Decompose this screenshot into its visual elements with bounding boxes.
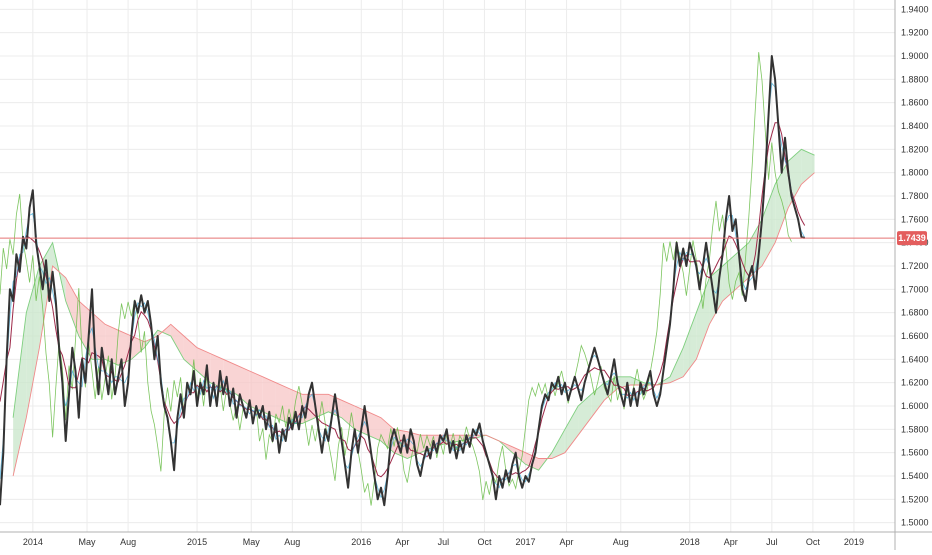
cloud-segment-bullish [670,347,684,383]
x-tick-label: 2019 [844,537,864,547]
x-tick-label: 2016 [351,537,371,547]
cloud-segment-bullish [26,266,40,418]
y-tick-label: 1.6400 [901,354,929,364]
cloud-segment-bearish [262,376,276,418]
y-tick-label: 1.6800 [901,308,929,318]
x-tick-label: Jul [766,537,778,547]
cloud-segment-bearish [315,394,329,418]
y-tick-label: 1.8600 [901,98,929,108]
x-tick-label: Aug [284,537,300,547]
y-tick-label: 1.7600 [901,214,929,224]
x-tick-label: Apr [395,537,409,547]
y-tick-label: 1.5800 [901,424,929,434]
y-tick-label: 1.6600 [901,331,929,341]
x-tick-label: May [79,537,97,547]
y-tick-label: 1.7800 [901,191,929,201]
x-tick-label: Oct [477,537,492,547]
cloud-segment-bullish [578,394,592,436]
y-tick-label: 1.7000 [901,284,929,294]
cloud-segment-bullish [591,382,605,418]
cloud-segment-bearish [249,371,263,412]
cloud-span-a-line [12,148,815,471]
x-tick-label: 2018 [680,537,700,547]
cloud-segment-bullish [696,277,710,360]
y-tick-label: 1.5600 [901,448,929,458]
y-tick-label: 1.9000 [901,51,929,61]
cloud-segment-bearish [105,324,119,366]
cloud-segment-bearish [118,330,132,366]
x-tick-label: 2017 [515,537,535,547]
y-tick-label: 1.8000 [901,168,929,178]
y-tick-label: 1.6200 [901,378,929,388]
y-tick-label: 1.5400 [901,471,929,481]
cloud-segment-bullish [39,242,53,348]
x-tick-label: Apr [560,537,574,547]
cloud-segment-bullish [722,254,736,301]
cloud-segment-bullish [761,184,776,266]
price-layer [0,55,895,507]
lagging-span-line [0,52,792,506]
y-tick-label: 1.8400 [901,121,929,131]
y-tick-label: 1.7200 [901,261,929,271]
x-tick-label: May [243,537,261,547]
cloud-segment-bullish [683,312,697,377]
cloud-span-b-line [12,172,815,477]
x-tick-label: 2014 [23,537,43,547]
cloud-segment-bullish [13,312,27,476]
grid-layer [0,0,895,532]
cloud-segment-bearish [341,400,355,430]
x-tick-label: Oct [806,537,821,547]
cloud-segment-bullish [551,429,565,459]
cloud-segment-bearish [131,336,145,360]
cloud-segment-bearish [538,452,552,471]
y-tick-label: 1.5000 [901,518,929,528]
x-tick-label: Apr [724,537,738,547]
x-tick-label: Jul [438,537,450,547]
x-tick-label: 2015 [187,537,207,547]
y-tick-label: 1.8200 [901,144,929,154]
cloud-segment-bearish [275,382,290,424]
y-tick-label: 1.8800 [901,74,929,84]
last-price-badge [897,231,927,246]
y-tick-label: 1.6000 [901,401,929,411]
cloud-segment-bearish [65,277,79,336]
y-tick-label: 1.9400 [901,4,929,14]
y-tick-label: 1.5200 [901,494,929,504]
last-price-label: 1.7439 [898,233,926,243]
cloud-segment-bullish [564,406,579,453]
x-tick-label: Aug [120,537,136,547]
x-tick-label: Aug [613,537,629,547]
cloud-segment-bearish [367,411,381,441]
price-line [0,55,806,507]
y-tick-label: 1.9200 [901,28,929,38]
